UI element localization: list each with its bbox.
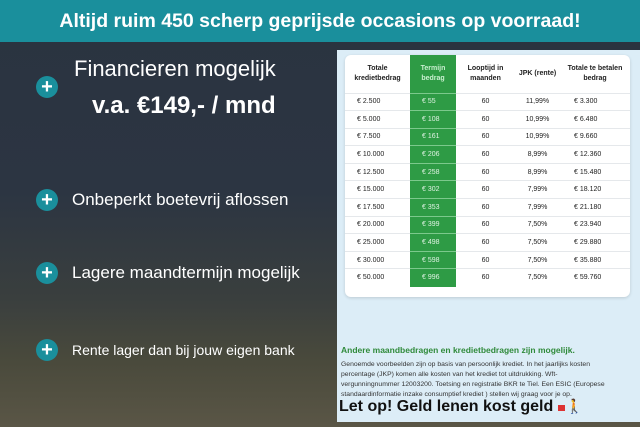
table-cell: 7,50% [515,268,560,287]
table-cell: € 35.880 [560,250,630,269]
table-row: € 50.000 € 996 60 7,50% € 59.760 [345,268,630,287]
table-cell: € 21.180 [560,198,630,217]
table-cell: 60 [456,127,515,146]
table-cell: € 25.000 [345,233,410,252]
table-cell: 60 [456,180,515,199]
table-cell: € 206 [410,145,456,164]
table-cell: € 15.000 [345,180,410,199]
table-cell: € 5.000 [345,110,410,129]
table-cell: € 9.660 [560,127,630,146]
table-cell: € 55 [410,92,456,111]
table-cell: € 6.480 [560,110,630,129]
table-cell: € 302 [410,180,456,199]
benefit-repay: Onbeperkt boetevrij aflossen [72,190,289,209]
column-header: Totale kredietbedrag [354,64,401,82]
table-cell: 7,99% [515,180,560,199]
table-cell: 8,99% [515,145,560,164]
table-cell: € 12.500 [345,162,410,181]
table-cell: € 10.000 [345,145,410,164]
table-cell: 60 [456,162,515,181]
banner-title: Altijd ruim 450 scherp geprijsde occasio… [59,9,581,32]
table-row: € 10.000 € 206 60 8,99% € 12.360 [345,145,630,164]
table-cell: € 108 [410,110,456,129]
table-cell: 60 [456,145,515,164]
table-cell: 60 [456,268,515,287]
table-cell: € 7.500 [345,127,410,146]
column-header: Looptijd in maanden [467,64,504,82]
benefit-financing-price: v.a. €149,- / mnd [92,92,276,119]
table-cell: € 23.940 [560,215,630,234]
table-cell: 60 [456,110,515,129]
column-header: Totale te betalen bedrag [567,64,623,82]
plus-circle-icon: + [36,262,58,284]
table-row: € 17.500 € 353 60 7,99% € 21.180 [345,198,630,217]
person-walking-ball-chain-icon: 🚶 [557,398,583,414]
table-cell: 10,99% [515,127,560,146]
table-cell: 60 [456,215,515,234]
table-cell: € 29.880 [560,233,630,252]
table-cell: € 20.000 [345,215,410,234]
benefit-financing: Financieren mogelijk [74,56,276,81]
table-cell: € 59.760 [560,268,630,287]
warning-text: Let op! Geld lenen kost geld 🚶 [339,398,583,416]
table-cell: € 3.300 [560,92,630,111]
table-row: € 5.000 € 108 60 10,99% € 6.480 [345,110,630,129]
table-row: € 20.000 € 399 60 7,50% € 23.940 [345,215,630,234]
table-cell: € 353 [410,198,456,217]
column-header: JPK (rente) [518,69,557,77]
rates-table: Totale kredietbedrag Termijn bedrag Loopti… [345,55,630,287]
table-cell: 60 [456,92,515,111]
table-cell: 7,50% [515,233,560,252]
table-row: € 15.000 € 302 60 7,99% € 18.120 [345,180,630,199]
table-cell: 10,99% [515,110,560,129]
subheading: Andere maandbedragen en kredietbedragen … [341,345,575,355]
table-cell: € 30.000 [345,250,410,269]
table-cell: € 258 [410,162,456,181]
table-cell: € 12.360 [560,145,630,164]
table-cell: € 161 [410,127,456,146]
table-row: € 12.500 € 258 60 8,99% € 15.480 [345,162,630,181]
table-cell: € 15.480 [560,162,630,181]
financing-panel: Totale kredietbedrag Termijn bedrag Loopti… [337,50,640,422]
table-cell: 60 [456,250,515,269]
table-cell: 11,99% [515,92,560,111]
table-cell: € 598 [410,250,456,269]
disclaimer: Genoemde voorbeelden zijn op basis van p… [341,361,605,398]
plus-circle-icon: + [36,76,58,98]
table-cell: € 50.000 [345,268,410,287]
plus-circle-icon: + [36,189,58,211]
table-row: € 25.000 € 498 60 7,50% € 29.880 [345,233,630,252]
warning-label: Let op! Geld lenen kost geld [339,398,554,415]
table-cell: € 498 [410,233,456,252]
table-cell: € 2.500 [345,92,410,111]
table-cell: € 17.500 [345,198,410,217]
table-cell: € 399 [410,215,456,234]
table-cell: € 18.120 [560,180,630,199]
benefit-lower-term: Lagere maandtermijn mogelijk [72,263,300,282]
plus-circle-icon: + [36,339,58,361]
table-cell: 7,50% [515,215,560,234]
column-header: Termijn bedrag [410,55,456,93]
table-cell: 7,50% [515,250,560,269]
table-cell: 7,99% [515,198,560,217]
table-row: € 7.500 € 161 60 10,99% € 9.660 [345,127,630,146]
table-row: € 2.500 € 55 60 11,99% € 3.300 [345,92,630,111]
table-cell: 60 [456,233,515,252]
table-cell: 8,99% [515,162,560,181]
table-row: € 30.000 € 598 60 7,50% € 35.880 [345,250,630,269]
rates-card: Totale kredietbedrag Termijn bedrag Loopti… [345,55,630,297]
benefit-rate: Rente lager dan bij jouw eigen bank [72,342,295,358]
top-banner: Altijd ruim 450 scherp geprijsde occasio… [0,0,640,42]
table-cell: € 996 [410,268,456,287]
table-cell: 60 [456,198,515,217]
